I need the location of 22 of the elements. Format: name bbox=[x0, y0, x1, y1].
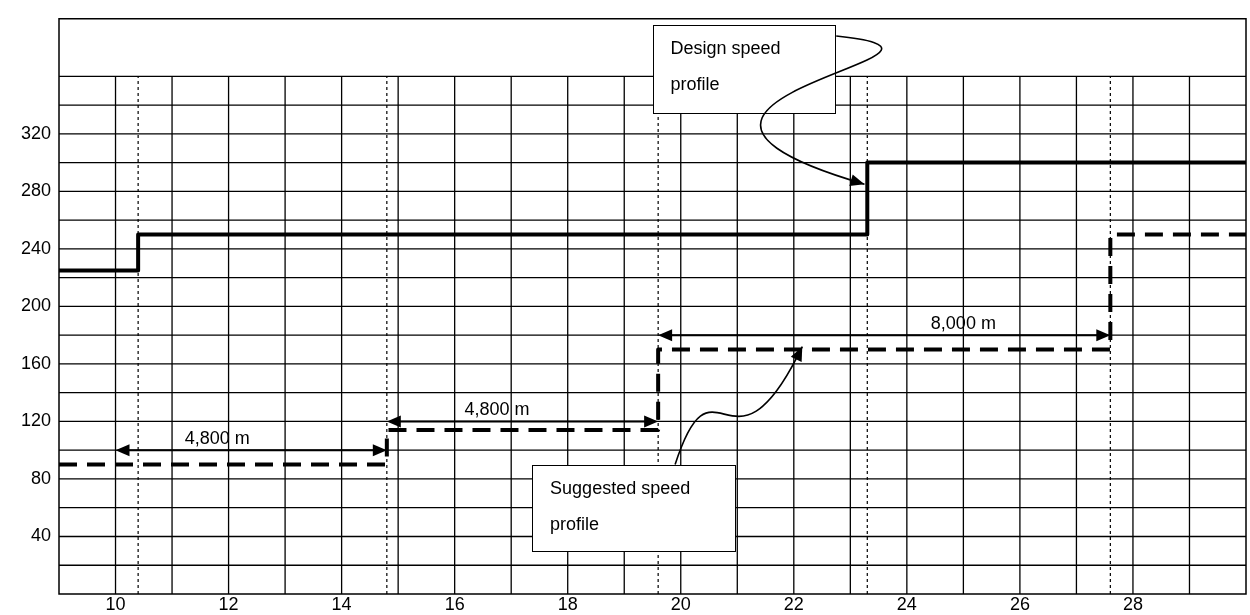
annotation: 4,800 m bbox=[464, 399, 530, 420]
x-tick-label: 18 bbox=[557, 593, 578, 614]
x-tick-label: 14 bbox=[331, 593, 352, 614]
x-tick-label: 24 bbox=[896, 593, 917, 614]
x-tick-label: 10 bbox=[105, 593, 126, 614]
y-tick-label: 240 bbox=[20, 237, 51, 258]
y-tick-label: 200 bbox=[20, 295, 51, 316]
y-tick-label: 80 bbox=[30, 467, 51, 488]
annotation: Suggested speed profile bbox=[550, 476, 692, 536]
x-tick-label: 22 bbox=[783, 593, 804, 614]
x-tick-label: 20 bbox=[670, 593, 691, 614]
y-tick-label: 280 bbox=[20, 180, 51, 201]
x-tick-label: 12 bbox=[218, 593, 239, 614]
y-tick-label: 160 bbox=[20, 352, 51, 373]
y-tick-label: 40 bbox=[30, 525, 51, 546]
annotation: Design speed profile bbox=[670, 36, 782, 96]
y-tick-label: 320 bbox=[20, 122, 51, 143]
x-tick-label: 16 bbox=[444, 593, 465, 614]
x-tick-label: 26 bbox=[1009, 593, 1030, 614]
annotation: 4,800 m bbox=[184, 428, 250, 449]
x-tick-label: 28 bbox=[1122, 593, 1143, 614]
y-tick-label: 120 bbox=[20, 410, 51, 431]
